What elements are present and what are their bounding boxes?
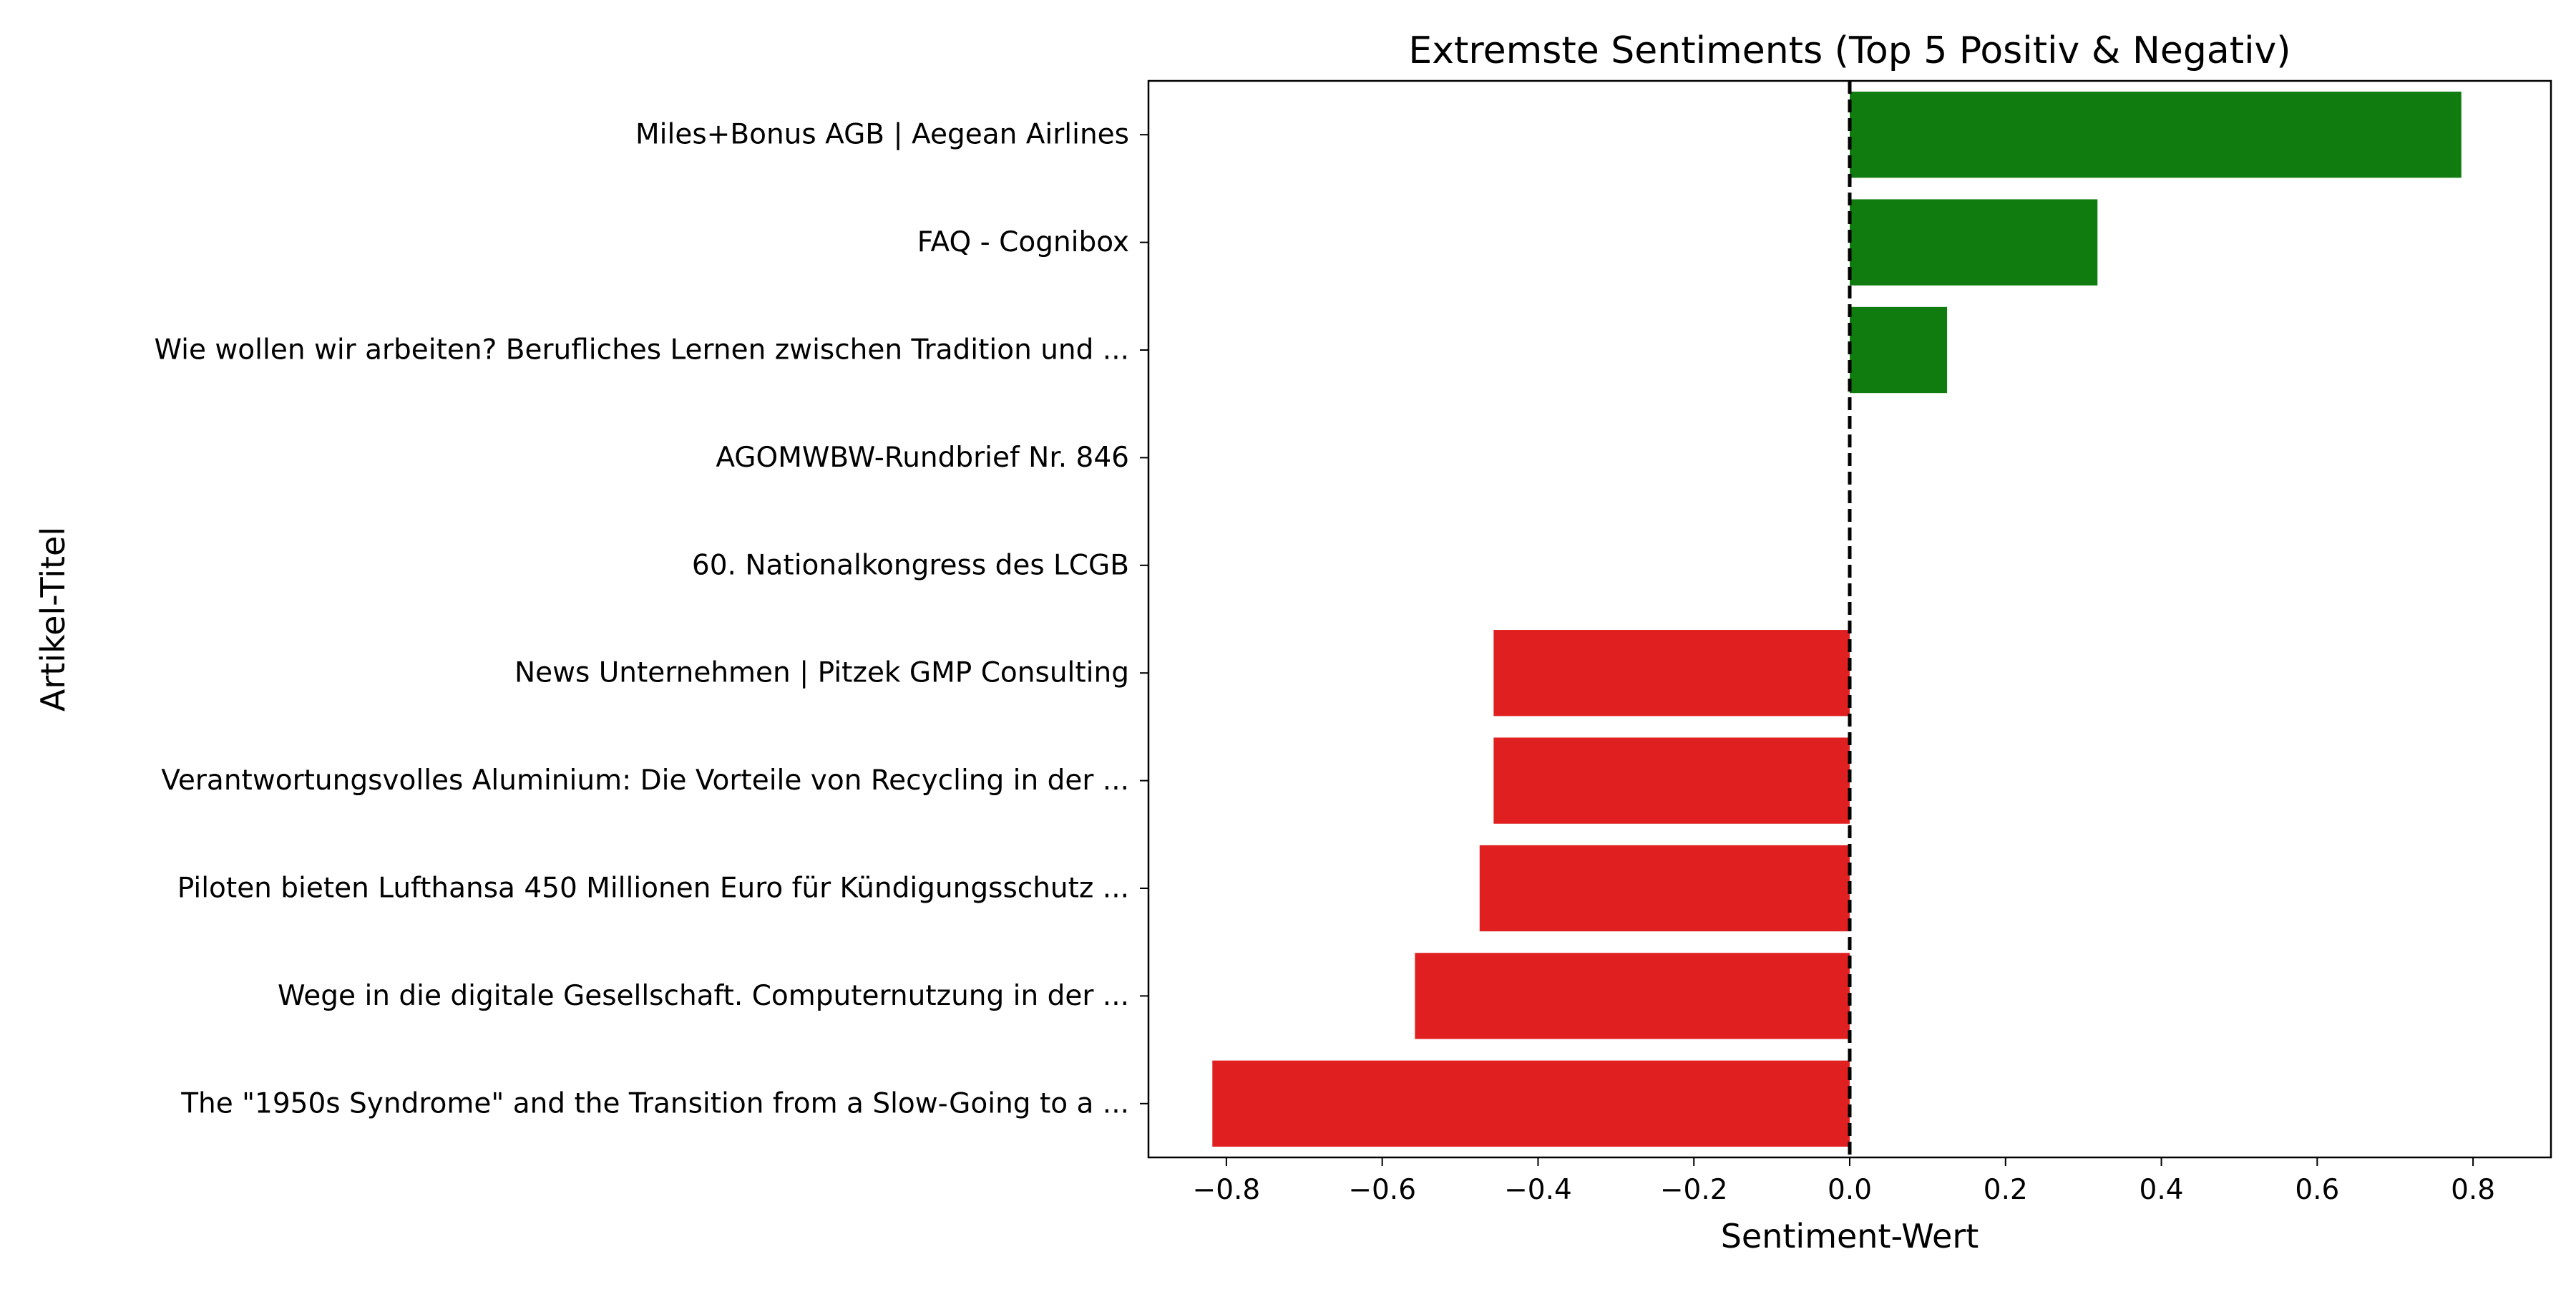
bars-group <box>1212 92 2462 1147</box>
bar <box>1479 845 1850 932</box>
bar <box>1493 737 1850 824</box>
bar <box>1415 953 1850 1039</box>
x-ticks-group: −0.8 −0.6 −0.4 −0.2 0.0 0.2 0.4 0.6 0.8 <box>1193 1157 2495 1206</box>
y-tick-label: Piloten bieten Lufthansa 450 Millionen E… <box>177 873 1129 905</box>
bar <box>1850 92 2462 178</box>
y-ticks-group: Miles+Bonus AGB | Aegean Airlines FAQ - C… <box>154 119 1148 1119</box>
y-axis-label: Artikel-Titel <box>34 527 72 711</box>
y-tick-label: News Unternehmen | Pitzek GMP Consulting <box>514 657 1129 689</box>
chart-title: Extremste Sentiments (Top 5 Positiv & Ne… <box>1408 29 2290 72</box>
x-tick-label: −0.2 <box>1660 1174 1728 1206</box>
x-tick-label: −0.8 <box>1193 1174 1261 1206</box>
bar <box>1493 630 1850 717</box>
x-tick-label: 0.4 <box>2140 1174 2184 1206</box>
plot-frame <box>1147 79 2552 1159</box>
y-tick-label: FAQ - Cognibox <box>917 226 1129 258</box>
x-tick-label: 0.0 <box>1828 1174 1872 1206</box>
bar <box>1850 199 2098 286</box>
x-tick-label: 0.6 <box>2295 1174 2339 1206</box>
y-tick-label: Wege in die digitale Gesellschaft. Compu… <box>278 980 1129 1012</box>
x-tick-label: −0.6 <box>1348 1174 1416 1206</box>
y-tick-label: AGOMWBW-Rundbrief Nr. 846 <box>716 442 1129 474</box>
bar <box>1212 1060 1850 1147</box>
y-tick-label: The "1950s Syndrome" and the Transition … <box>180 1087 1129 1119</box>
y-tick-label: Verantwortungsvolles Aluminium: Die Vort… <box>161 764 1129 797</box>
x-tick-label: 0.8 <box>2451 1174 2495 1206</box>
y-tick-label: Wie wollen wir arbeiten? Berufliches Ler… <box>154 334 1129 366</box>
x-tick-label: 0.2 <box>1984 1174 2028 1206</box>
y-tick-label: 60. Nationalkongress des LCGB <box>692 549 1129 581</box>
bar <box>1850 306 1948 394</box>
x-axis-label: Sentiment-Wert <box>1721 1217 1979 1255</box>
y-tick-label: Miles+Bonus AGB | Aegean Airlines <box>635 119 1129 151</box>
x-tick-label: −0.4 <box>1504 1174 1572 1206</box>
